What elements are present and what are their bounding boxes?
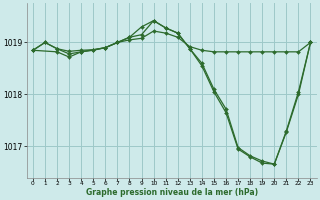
X-axis label: Graphe pression niveau de la mer (hPa): Graphe pression niveau de la mer (hPa)	[86, 188, 258, 197]
